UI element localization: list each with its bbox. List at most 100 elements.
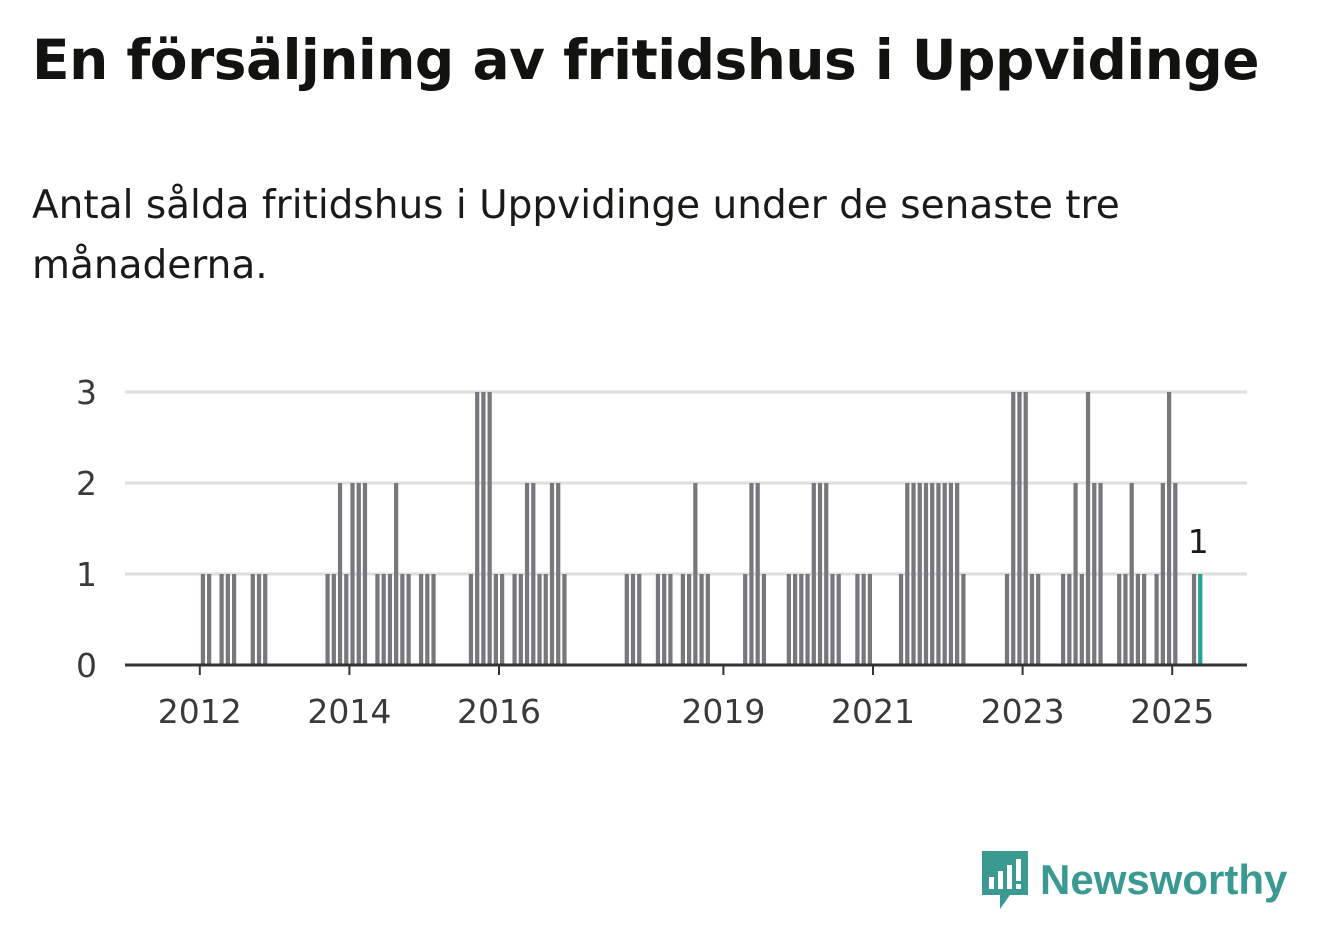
bar (693, 483, 698, 665)
bar (855, 574, 860, 665)
bar-highlight (1198, 574, 1203, 665)
bar (394, 483, 399, 665)
chart-title: En försäljning av fritidshus i Uppviding… (32, 28, 1260, 92)
bar (662, 574, 667, 665)
bar (699, 574, 704, 665)
bar (792, 574, 798, 665)
x-tick-label: 2023 (981, 692, 1065, 731)
bar (923, 483, 929, 665)
x-tick-label: 2025 (1130, 692, 1214, 731)
bar (1123, 574, 1128, 665)
bar (387, 574, 393, 665)
bar (687, 574, 692, 665)
bar (200, 574, 206, 665)
bar (749, 483, 754, 665)
bar (487, 392, 492, 665)
bar (1011, 392, 1016, 665)
bar (325, 574, 330, 665)
bar (1036, 574, 1041, 665)
bar (549, 483, 555, 665)
bar (1142, 574, 1147, 665)
bar (418, 574, 424, 665)
bar (1129, 483, 1134, 665)
brand-name: Newsworthy (1040, 856, 1288, 903)
y-tick-label: 0 (76, 646, 97, 685)
y-tick-label: 2 (76, 464, 97, 503)
bar (817, 483, 823, 665)
bar (861, 574, 866, 665)
bar (761, 574, 767, 665)
x-tick-label: 2012 (158, 692, 242, 731)
bar (481, 392, 486, 665)
bar (824, 483, 829, 665)
bar (400, 574, 405, 665)
bar (350, 483, 355, 665)
bar (375, 574, 380, 665)
bar (475, 392, 480, 665)
bar (637, 574, 642, 665)
x-tick-label: 2014 (307, 692, 391, 731)
bar (263, 574, 268, 665)
bar (231, 574, 237, 665)
bar (867, 574, 872, 665)
bar (493, 574, 498, 665)
bar (500, 574, 505, 665)
bar (1073, 483, 1078, 665)
bar (331, 574, 336, 665)
bar (624, 574, 629, 665)
newsworthy-logo-icon (982, 851, 1028, 909)
bar (755, 483, 760, 665)
bar (961, 574, 966, 665)
bar (524, 483, 530, 665)
bar (344, 574, 349, 665)
bar (948, 483, 954, 665)
bar (743, 574, 748, 665)
bar (705, 574, 710, 665)
bar (630, 574, 636, 665)
bar (425, 574, 430, 665)
bar (1154, 574, 1159, 665)
bar (531, 483, 536, 665)
bar (836, 574, 841, 665)
x-tick-label: 2019 (681, 692, 765, 731)
bar (381, 574, 386, 665)
bar (1079, 574, 1084, 665)
bar (942, 483, 947, 665)
bar (1166, 392, 1172, 665)
bar (898, 574, 904, 665)
bar (680, 574, 685, 665)
bar (805, 574, 810, 665)
bars (200, 392, 1203, 665)
bar (1160, 483, 1165, 665)
bar (786, 574, 791, 665)
bar (1173, 483, 1178, 665)
bar (207, 574, 212, 665)
bar (556, 483, 561, 665)
bar (668, 574, 673, 665)
bar (1061, 574, 1066, 665)
labels: 0 1 2 3 2012 2014 2016 2019 2021 2023 2025 1 (76, 373, 1214, 731)
bar (562, 574, 567, 665)
bar (905, 483, 910, 665)
bar (250, 574, 255, 665)
bar (219, 574, 224, 665)
bar (406, 574, 411, 665)
bar (811, 483, 816, 665)
bar (1092, 483, 1097, 665)
bar (655, 574, 661, 665)
bar (1191, 574, 1197, 665)
bar (512, 574, 517, 665)
bar (1017, 392, 1022, 665)
bar (356, 483, 361, 665)
x-tick-label: 2021 (831, 692, 915, 731)
bar (1029, 574, 1035, 665)
bar (917, 483, 922, 665)
bar (955, 483, 960, 665)
bar (362, 483, 368, 665)
x-axis (125, 663, 1247, 675)
bar (1135, 574, 1141, 665)
bar (799, 574, 804, 665)
bar (543, 574, 548, 665)
bar (1085, 392, 1091, 665)
